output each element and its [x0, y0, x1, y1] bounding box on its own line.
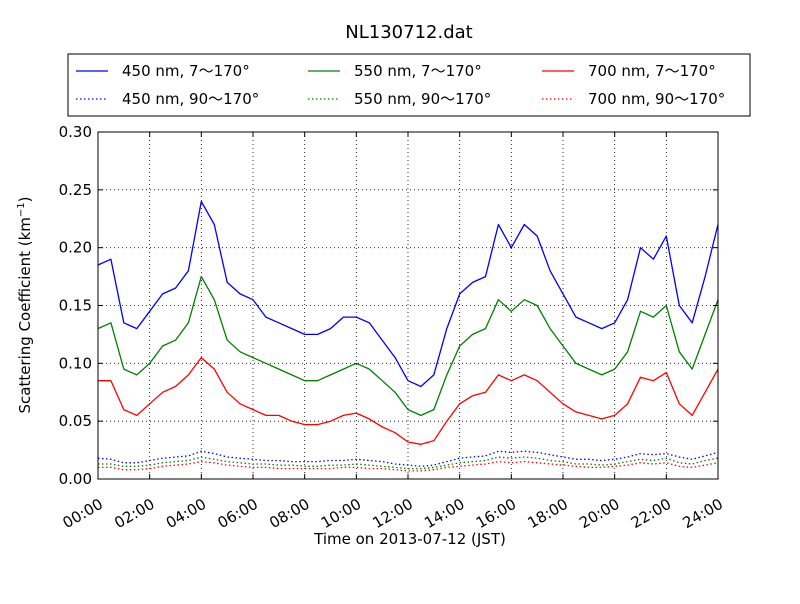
- grid: [98, 132, 718, 479]
- series-line: [98, 460, 719, 472]
- x-tick-label: 14:00: [421, 495, 467, 532]
- legend-label: 550 nm, 90～170°: [354, 90, 491, 108]
- x-tick-label: 00:00: [60, 495, 106, 532]
- y-axis-label-main: Scattering Coefficient (km: [16, 217, 34, 413]
- series-line: [97, 275, 719, 417]
- y-tick-label: 0.20: [59, 239, 92, 257]
- legend-label: 700 nm, 7～170°: [588, 62, 716, 80]
- x-tick-label: 06:00: [215, 495, 261, 532]
- x-tick-label: 02:00: [111, 495, 157, 532]
- x-tick-label: 12:00: [370, 495, 416, 532]
- y-tick-label: 0.15: [59, 297, 92, 315]
- legend-label: 700 nm, 90～170°: [588, 90, 725, 108]
- legend-label: 550 nm, 7～170°: [354, 62, 482, 80]
- x-tick-label: 16:00: [473, 495, 519, 532]
- x-tick-label: 08:00: [266, 495, 312, 532]
- series-line: [98, 456, 719, 470]
- legend: 450 nm, 7～170° 550 nm, 7～170° 700 nm, 7～17…: [67, 53, 751, 117]
- x-tick-label: 04:00: [163, 495, 209, 532]
- x-tick-label: 18:00: [525, 495, 571, 532]
- y-axis-label-sup: −1: [16, 202, 27, 217]
- series-line: [97, 450, 719, 467]
- x-tick-label: 22:00: [628, 495, 674, 532]
- y-axis-label: Scattering Coefficient (km−1): [16, 196, 34, 413]
- x-tick-label: 10:00: [318, 495, 364, 532]
- ticks: 00:00 02:00 04:00 06:00 08:00 10:00 12:00 14:00…: [59, 123, 726, 532]
- chart-title: NL130712.dat: [345, 22, 472, 43]
- x-tick-label: 24:00: [680, 495, 726, 532]
- y-tick-label: 0.05: [59, 412, 92, 430]
- y-tick-label: 0.10: [59, 354, 92, 372]
- series-line: [98, 356, 719, 445]
- legend-label: 450 nm, 90～170°: [122, 90, 259, 108]
- legend-label: 450 nm, 7～170°: [122, 62, 250, 80]
- y-tick-label: 0.30: [59, 123, 92, 141]
- legend-box: [67, 53, 751, 117]
- x-tick-label: 20:00: [576, 495, 622, 532]
- series-layer: [97, 200, 719, 472]
- y-tick-label: 0.00: [59, 470, 92, 488]
- y-axis-label-end: ): [16, 196, 34, 202]
- y-tick-label: 0.25: [59, 181, 92, 199]
- series-line: [97, 200, 719, 388]
- x-axis-label: Time on 2013-07-12 (JST): [313, 530, 506, 548]
